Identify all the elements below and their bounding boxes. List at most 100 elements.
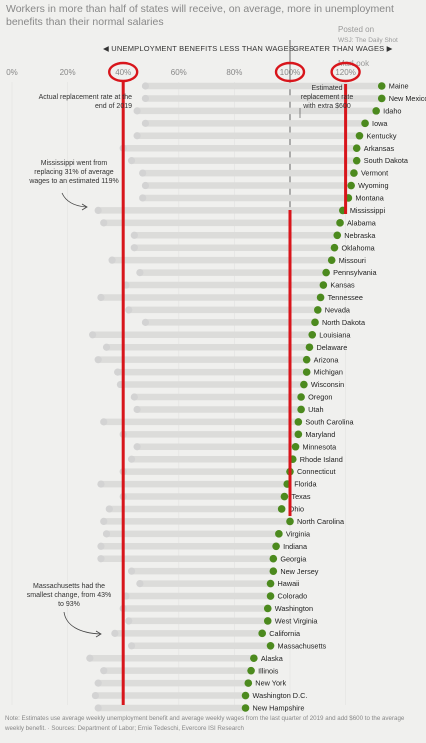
estimated-dot	[355, 131, 364, 140]
tick-highlight-circle	[107, 61, 139, 83]
actual-dot	[130, 231, 138, 239]
actual-dot	[136, 269, 144, 277]
estimated-dot	[311, 318, 319, 327]
actual-dot	[97, 293, 105, 302]
estimated-dot	[302, 368, 311, 376]
estimated-dot	[377, 94, 386, 103]
estimated-dot	[319, 281, 328, 289]
posted-by: WSJ: The Daily Shot	[338, 37, 398, 44]
state-label: Montana	[355, 194, 384, 203]
state-label: Washington	[275, 604, 313, 613]
estimated-dot	[352, 156, 361, 165]
actual-dot	[133, 107, 141, 115]
state-label: Texas	[291, 492, 310, 501]
estimated-dot	[280, 492, 289, 501]
estimated-dot	[297, 405, 305, 414]
x-tick-label: 80%	[226, 68, 242, 77]
state-label: Virginia	[286, 529, 311, 538]
estimated-dot	[244, 679, 253, 687]
estimated-dot	[308, 331, 317, 339]
actual-dot	[94, 704, 102, 712]
estimated-dot	[266, 579, 275, 588]
state-label: Tennessee	[328, 293, 363, 302]
state-label: Georgia	[280, 554, 307, 563]
arrow-left-icon: ◀	[103, 44, 112, 53]
annotation-actual: Actual replacement rate at the end of 20…	[38, 94, 132, 110]
state-label: Oregon	[308, 393, 332, 402]
actual-dot	[102, 343, 111, 351]
actual-dot	[97, 555, 105, 563]
state-label: Washington D.C.	[253, 691, 308, 700]
actual-dot	[97, 480, 105, 488]
actual-dot	[89, 331, 97, 339]
state-label: Nevada	[325, 306, 351, 315]
state-label: Mississippi	[350, 206, 386, 215]
state-label: Wyoming	[358, 181, 388, 190]
estimated-dot	[266, 592, 275, 600]
actual-dot	[127, 567, 136, 575]
annotation-arrow	[61, 192, 87, 208]
estimated-dot	[286, 517, 294, 526]
state-label: Alaska	[261, 654, 284, 663]
actual-dot	[114, 368, 122, 376]
actual-dot	[141, 82, 150, 90]
estimated-dot	[275, 530, 283, 538]
state-label: Pennsylvania	[333, 268, 377, 277]
actual-dot	[139, 194, 147, 202]
estimated-dot	[361, 119, 369, 128]
estimated-dot	[266, 642, 275, 650]
estimated-dot	[263, 604, 272, 613]
state-label: Vermont	[361, 169, 388, 178]
state-label: Arizona	[314, 355, 340, 364]
state-label: Louisiana	[319, 330, 351, 339]
actual-dot	[127, 455, 136, 463]
estimated-dot	[333, 231, 342, 240]
state-label: Hawaii	[278, 579, 300, 588]
actual-dot	[141, 94, 150, 103]
estimated-dot	[263, 617, 272, 625]
state-label: North Carolina	[297, 517, 345, 526]
state-label: Massachusetts	[278, 641, 327, 650]
estimated-dot	[250, 654, 258, 663]
annotation-arrow	[63, 611, 101, 635]
estimated-dot	[372, 107, 380, 115]
state-label: Rhode Island	[300, 455, 343, 464]
estimated-dot	[241, 691, 250, 700]
actual-dot	[94, 679, 102, 687]
state-label: Delaware	[316, 343, 347, 352]
state-label: South Dakota	[364, 156, 409, 165]
state-label: Nebraska	[344, 231, 376, 240]
state-label: Florida	[294, 480, 317, 489]
actual-dot	[91, 691, 99, 700]
state-label: New Hampshire	[253, 704, 305, 713]
estimated-dot	[300, 380, 308, 389]
annotation-arrowhead	[95, 630, 102, 638]
estimated-dot	[291, 442, 300, 451]
state-label: Missouri	[339, 256, 367, 265]
state-label: Kansas	[330, 281, 355, 290]
chart-headline: Workers in more than half of states will…	[6, 3, 394, 28]
state-label: Iowa	[372, 119, 388, 128]
annotation-arrowhead	[81, 203, 88, 211]
state-label: New Mexico	[389, 94, 426, 103]
estimated-dot	[377, 82, 386, 90]
estimated-dot	[269, 567, 278, 575]
direction-right-text: GREATER THAN WAGES	[293, 44, 385, 53]
state-label: Utah	[308, 405, 323, 414]
state-label: Maine	[389, 82, 409, 91]
actual-dot	[86, 654, 94, 662]
x-tick-label: 100%	[280, 68, 300, 77]
estimated-dot	[350, 169, 358, 177]
state-label: New Jersey	[280, 567, 318, 576]
estimated-dot	[297, 393, 305, 401]
actual-dot	[133, 443, 141, 451]
estimated-dot	[322, 268, 330, 277]
x-tick-label: 60%	[171, 68, 187, 77]
estimated-dot	[347, 181, 355, 190]
state-label: Wisconsin	[311, 380, 344, 389]
actual-dot	[130, 393, 138, 401]
x-tick-label: 20%	[60, 68, 76, 77]
state-label: Michigan	[314, 368, 343, 377]
annotation-mississippi: Mississippi went from replacing 31% of a…	[29, 160, 119, 185]
estimated-dot	[247, 666, 255, 675]
